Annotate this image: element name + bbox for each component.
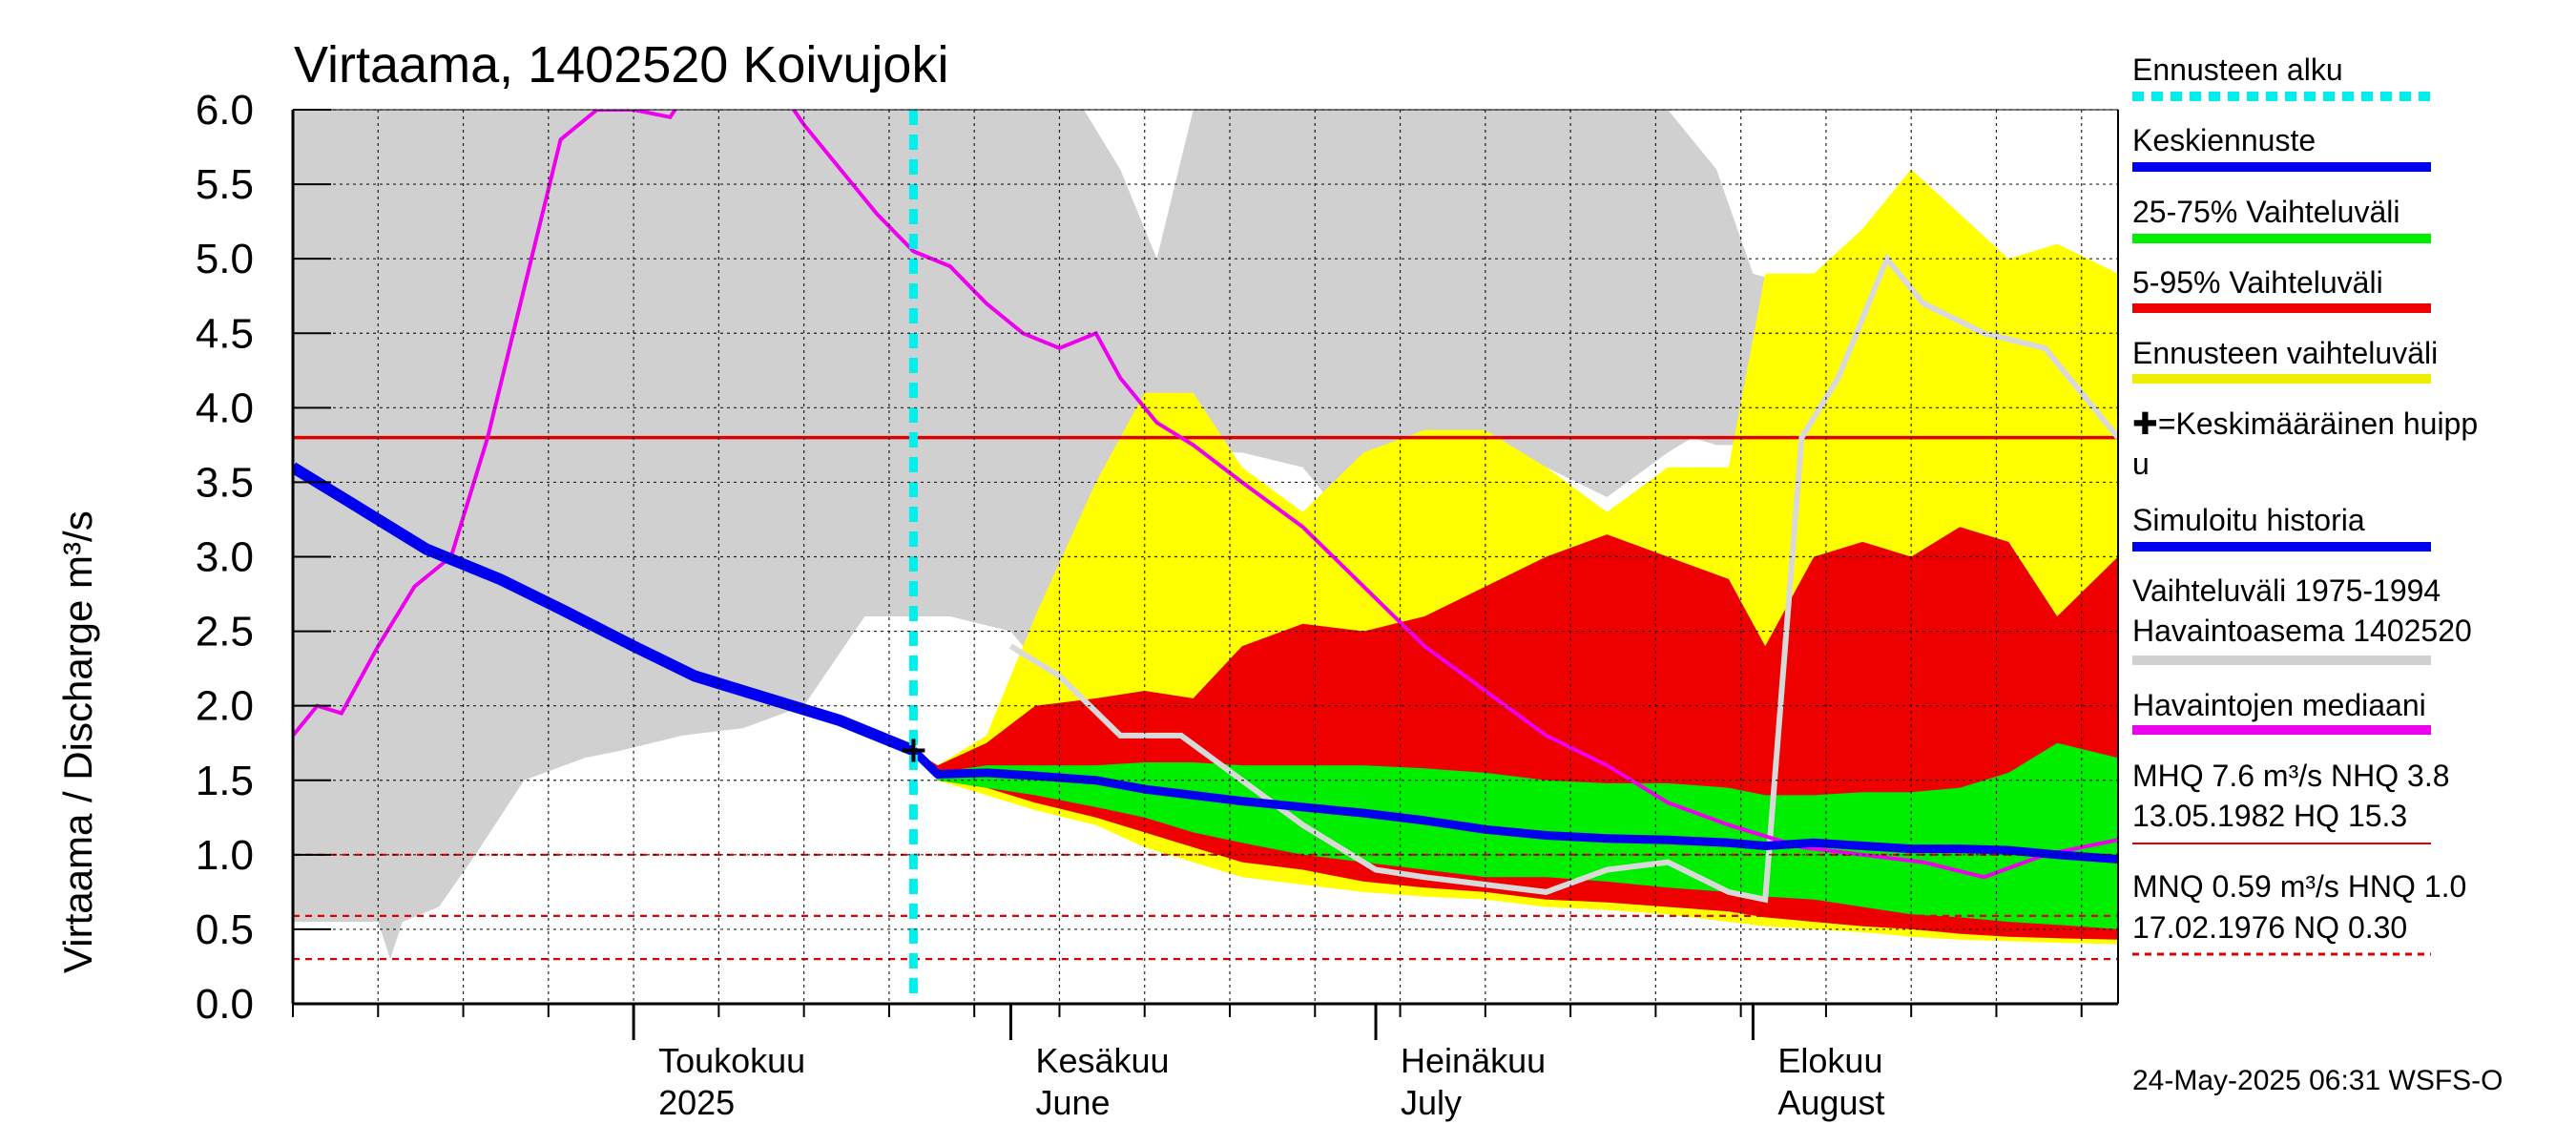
chart-title: Virtaama, 1402520 Koivujoki	[294, 36, 948, 94]
y-tick-label: 6.0	[196, 87, 254, 134]
mhq-stat-line2: 13.05.1982 HQ 15.3	[2132, 799, 2407, 833]
legend-label: 25-75% Vaihteluväli	[2132, 195, 2399, 229]
mhq-stat-line1: MHQ 7.6 m³/s NHQ 3.8	[2132, 759, 2450, 793]
plot-area	[293, 110, 2118, 1004]
y-tick-label: 1.0	[196, 832, 254, 879]
x-month-label: Heinäkuu	[1401, 1041, 1546, 1080]
legend-label: ✚=Keskimääräinen huipp	[2132, 406, 2478, 441]
legend-label: Simuloitu historia	[2132, 503, 2365, 537]
legend-label: Ennusteen vaihteluväli	[2132, 336, 2438, 370]
axes: 0.0 0.5 1.0 1.5 2.0 2.5 3.0 3.5 4.0 4.5 5.0 5.5 6.0 T…	[196, 87, 2119, 1122]
y-tick-label: 4.5	[196, 310, 254, 357]
mnq-stat-line2: 17.02.1976 NQ 0.30	[2132, 910, 2407, 945]
grid-lines	[293, 109, 2118, 1005]
observed-median-line	[293, 110, 2118, 880]
x-month-label: Toukokuu	[658, 1041, 805, 1080]
y-tick-label: 4.0	[196, 385, 254, 431]
legend-label-cont: u	[2132, 447, 2150, 481]
y-tick-label: 2.0	[196, 683, 254, 730]
x-month-sublabel: 2025	[658, 1083, 735, 1122]
history-median-line	[1008, 253, 2118, 904]
x-month-label: Kesäkuu	[1035, 1041, 1169, 1080]
y-tick-label: 1.5	[196, 758, 254, 804]
legend-label: Vaihteluväli 1975-1994	[2132, 573, 2441, 608]
x-month-sublabel: June	[1035, 1083, 1110, 1122]
y-tick-label: 3.5	[196, 459, 254, 506]
legend: Ennusteen alku Keskiennuste 25-75% Vaihtel…	[2132, 52, 2478, 956]
timestamp-footer: 24-May-2025 06:31 WSFS-O	[2132, 1065, 2503, 1096]
forecast-median-line	[910, 747, 2118, 864]
reference-stats: MHQ 7.6 m³/s NHQ 3.8 13.05.1982 HQ 15.3 …	[2132, 759, 2466, 945]
mnq-stat-line1: MNQ 0.59 m³/s HNQ 1.0	[2132, 869, 2466, 904]
y-tick-label: 2.5	[196, 609, 254, 656]
y-axis-label: Virtaama / Discharge m³/s	[55, 510, 100, 973]
legend-label: 5-95% Vaihteluväli	[2132, 265, 2383, 300]
simulated-history-line	[293, 462, 916, 757]
legend-label-cont: Havaintoasema 1402520	[2132, 614, 2472, 648]
y-tick-label: 5.0	[196, 236, 254, 282]
y-tick-label: 3.0	[196, 534, 254, 581]
y-tick-label: 0.0	[196, 981, 254, 1028]
x-month-sublabel: August	[1777, 1083, 1884, 1122]
mean-peak-marker	[902, 739, 925, 762]
y-tick-label: 5.5	[196, 161, 254, 208]
legend-label: Havaintojen mediaani	[2132, 688, 2426, 722]
legend-label: Keskiennuste	[2132, 123, 2316, 157]
legend-label: Ennusteen alku	[2132, 52, 2343, 87]
history-range-band	[293, 110, 2118, 960]
x-month-label: Elokuu	[1777, 1041, 1882, 1080]
y-tick-label: 0.5	[196, 906, 254, 953]
x-month-sublabel: July	[1401, 1083, 1462, 1122]
